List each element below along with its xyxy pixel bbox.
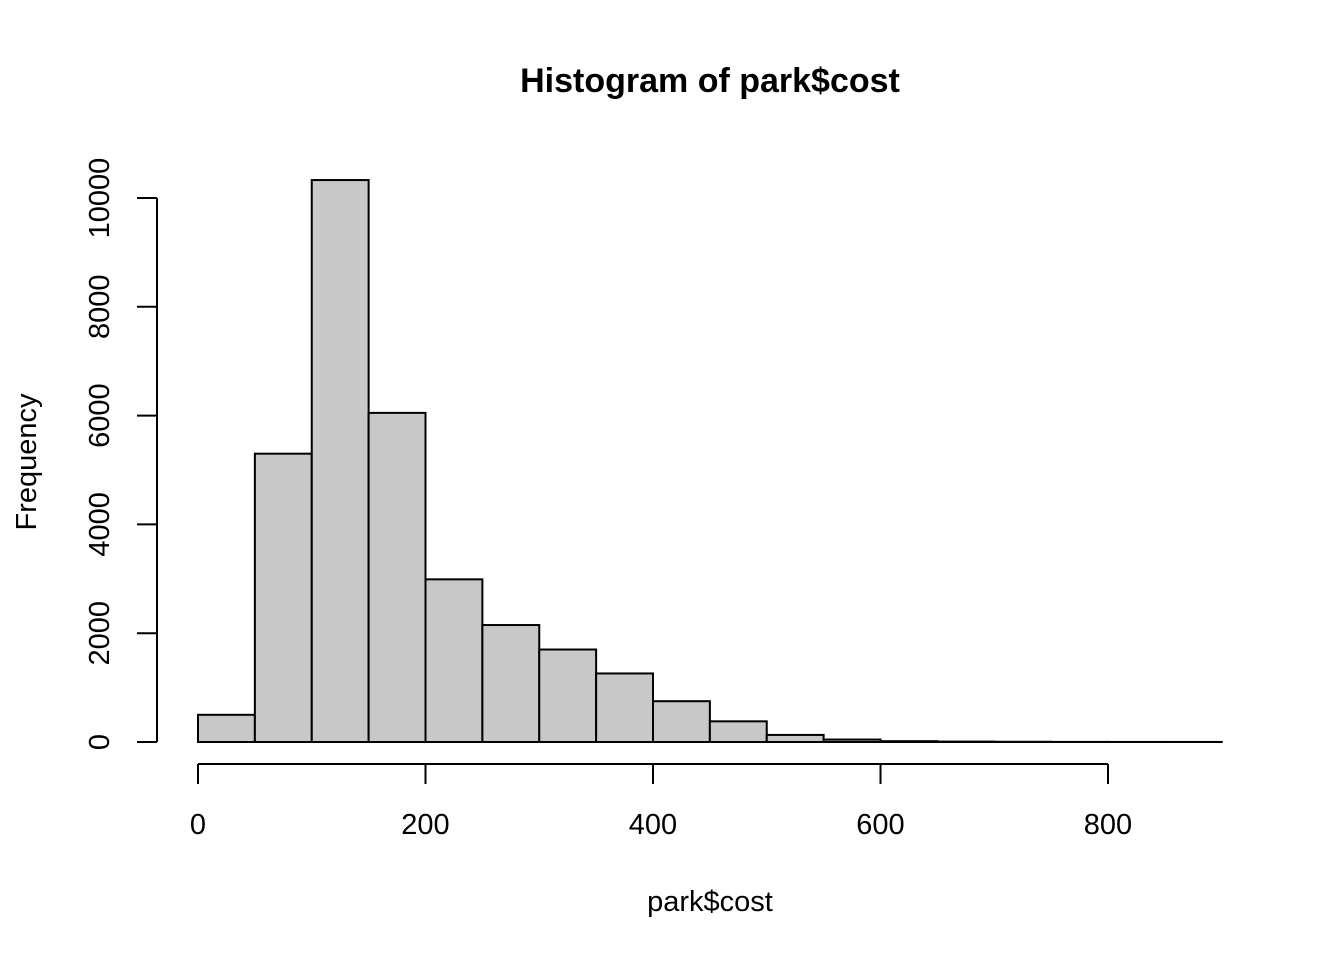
y-tick-label-5: 10000 (84, 158, 116, 239)
histogram-bar-7 (595, 672, 654, 743)
y-tick-label-2: 4000 (84, 492, 116, 557)
x-tick-label-3: 600 (856, 809, 904, 841)
histogram-bar-3 (367, 411, 427, 743)
y-tick-label-0: 0 (84, 734, 116, 750)
x-tick-label-1: 200 (401, 809, 449, 841)
histogram-bar-1 (253, 452, 313, 743)
x-axis-label: park$cost (647, 886, 773, 918)
chart-title: Histogram of park$cost (520, 62, 900, 100)
histogram-bar-9 (708, 720, 768, 744)
bars-group (197, 179, 1223, 744)
histogram-bar-0 (197, 713, 256, 743)
x-axis: 0 200 400 600 800 (190, 763, 1132, 841)
histogram-bar-8 (652, 700, 711, 744)
histogram-bar-4 (424, 578, 484, 743)
histogram-bar-5 (481, 624, 541, 743)
x-tick-label-4: 800 (1084, 809, 1132, 841)
x-tick-label-2: 400 (629, 809, 677, 841)
x-tick-label-0: 0 (190, 809, 206, 841)
y-axis-label: Frequency (11, 393, 43, 531)
y-axis: 0 2000 4000 6000 8000 10000 (84, 158, 158, 750)
histogram-bar-10 (765, 733, 825, 743)
histogram-bar-6 (538, 648, 598, 744)
y-tick-label-3: 6000 (84, 383, 116, 448)
y-tick-label-1: 2000 (84, 601, 116, 666)
histogram-bar-2 (310, 179, 370, 744)
y-tick-label-4: 8000 (84, 275, 116, 340)
